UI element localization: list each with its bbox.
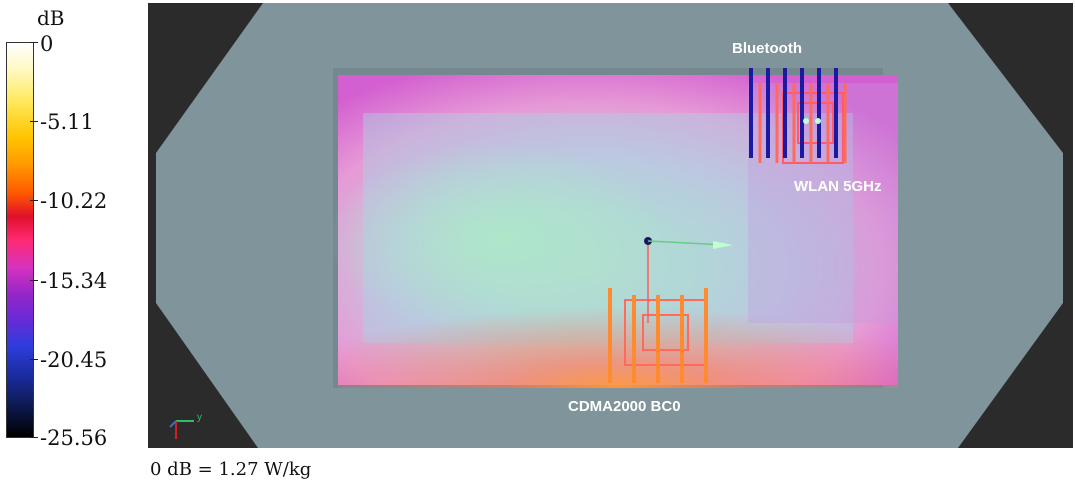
- colorbar-unit: dB: [37, 6, 65, 30]
- colorbar-tick: [30, 121, 38, 122]
- sar-visualization: y Bluetooth WLAN 5GHz CDMA2000 BC0: [148, 3, 1073, 448]
- colorbar-tick: [30, 280, 38, 281]
- colorbar-label-4: -20.45: [40, 348, 108, 372]
- probe-marker: [644, 237, 733, 249]
- colorbar-tick: [30, 437, 38, 438]
- label-bluetooth: Bluetooth: [732, 40, 802, 57]
- colorbar-label-3: -15.34: [40, 269, 108, 293]
- colorbar-label-5: -25.56: [40, 426, 108, 450]
- colorbar-tick: [30, 359, 38, 360]
- bluetooth-wlan-antenna: [749, 68, 847, 164]
- axes-indicator: y: [169, 412, 202, 439]
- colorbar-label-1: -5.11: [40, 110, 94, 134]
- cdma-antenna: [608, 241, 708, 383]
- label-wlan-5ghz: WLAN 5GHz: [794, 178, 882, 195]
- axis-y-label: y: [197, 412, 202, 423]
- label-cdma2000-bc0: CDMA2000 BC0: [568, 398, 681, 415]
- colorbar-label-0: 0: [40, 32, 54, 56]
- sar-region-right: [748, 83, 898, 323]
- colorbar-tick: [30, 42, 38, 43]
- colorbar: [6, 42, 34, 438]
- reference-caption: 0 dB = 1.27 W/kg: [150, 459, 312, 480]
- colorbar-label-2: -10.22: [40, 189, 108, 213]
- colorbar-tick: [30, 200, 38, 201]
- sar-hotspot-bottom: [338, 253, 898, 388]
